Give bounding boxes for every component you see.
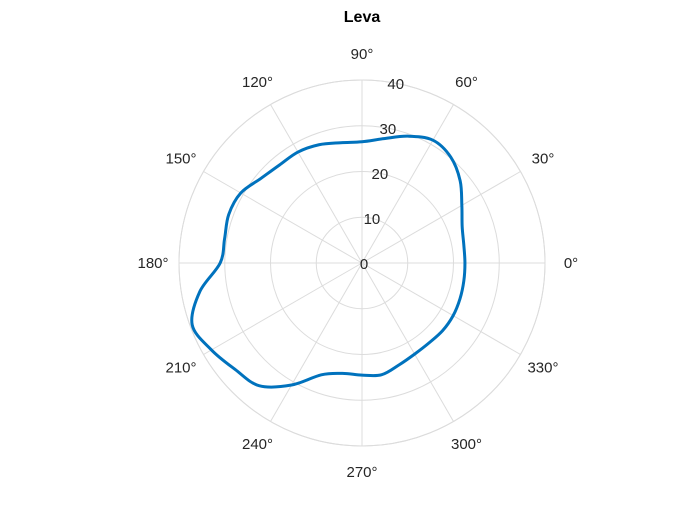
outer-ring <box>178 79 546 447</box>
r-tick-label: 30 <box>379 121 396 138</box>
ring-30 <box>224 125 500 401</box>
theta-tick-label: 30° <box>532 151 555 168</box>
r-tick-label: 10 <box>364 211 381 228</box>
r-tick-label: 20 <box>372 166 389 183</box>
theta-tick-labels: 0° 30° 60° 90° 120° 150° 180° 210° 240° 270° 300° 3… <box>137 46 578 481</box>
theta-tick-label: 330° <box>527 360 558 377</box>
theta-tick-label: 90° <box>351 46 374 63</box>
theta-tick-label: 180° <box>137 255 168 272</box>
theta-tick-label: 150° <box>165 151 196 168</box>
theta-tick-label: 300° <box>451 436 482 453</box>
theta-tick-label: 210° <box>165 360 196 377</box>
series-line <box>190 134 467 389</box>
chart-title: Leva <box>344 9 381 26</box>
theta-tick-label: 0° <box>564 255 578 272</box>
ring-20 <box>270 171 454 355</box>
r-tick-label: 0 <box>360 256 368 273</box>
radial-tick-labels: 0 10 20 30 40 <box>360 76 404 273</box>
r-tick-label: 40 <box>387 76 404 93</box>
ring-10 <box>315 216 409 310</box>
theta-tick-label: 120° <box>242 74 273 91</box>
polar-grid <box>178 79 546 447</box>
series-layer <box>190 134 467 389</box>
theta-tick-label: 270° <box>346 464 377 481</box>
theta-tick-label: 240° <box>242 436 273 453</box>
theta-tick-label: 60° <box>455 74 478 91</box>
